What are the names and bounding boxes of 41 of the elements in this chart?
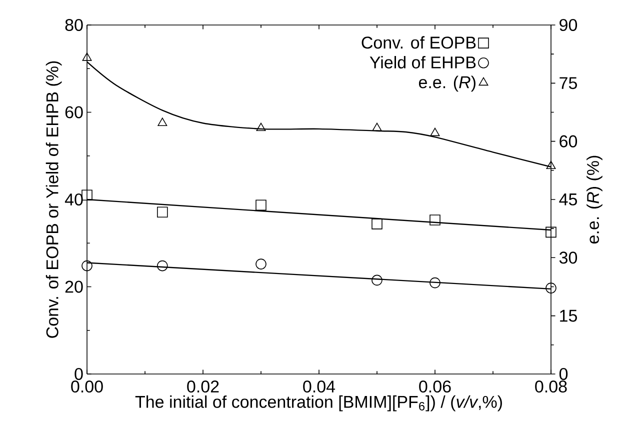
y-axis-title: Conv. of EOPB or Yield of EHPB (%)	[46, 61, 62, 338]
x-axis-title: The initial of concentration [BMIM][PF$_{6}$]) / (v/v,%)	[135, 395, 502, 412]
y-tick-label: 80	[65, 18, 83, 32]
y2-tick-label: 15	[560, 310, 577, 322]
y-tick-label: 20	[65, 280, 83, 293]
legend-label: Yield of EHPB	[370, 56, 476, 68]
y2-axis-title: e.e. (R) (%)	[586, 156, 602, 244]
y2-tick-label: 45	[559, 194, 577, 206]
point	[546, 226, 556, 238]
point	[372, 274, 382, 286]
point	[157, 260, 168, 272]
point	[430, 277, 440, 288]
point	[256, 122, 266, 132]
point	[430, 128, 440, 136]
y2-tick-label: 75	[560, 77, 577, 90]
y2-tick-label: 90	[560, 18, 578, 32]
y-tick-label: 40	[64, 193, 83, 206]
point	[82, 52, 92, 61]
point	[430, 214, 440, 226]
x-tick-label: 0.00	[71, 380, 103, 393]
point	[546, 282, 556, 294]
point	[256, 258, 266, 270]
y2-tick-label: 30	[559, 252, 578, 264]
point	[157, 206, 168, 218]
point	[546, 160, 556, 170]
x-tick-label: 0.02	[187, 380, 219, 393]
point	[82, 190, 92, 201]
point	[372, 122, 382, 132]
point	[82, 260, 92, 272]
x-tick-label: 0.08	[535, 380, 567, 393]
y2-tick-label: 0	[559, 368, 568, 380]
point	[256, 200, 266, 211]
y-tick-label: 60	[65, 106, 83, 118]
legend-label: Conv. of EOPB	[362, 36, 476, 49]
legend-label: e.e. (R)	[418, 76, 476, 92]
y2-tick-label: 60	[560, 135, 578, 148]
y-tick-label: 0	[74, 368, 83, 380]
x-tick-label: 0.04	[303, 380, 336, 393]
point	[372, 218, 382, 230]
point	[158, 118, 168, 126]
x-tick-label: 0.06	[419, 380, 451, 393]
